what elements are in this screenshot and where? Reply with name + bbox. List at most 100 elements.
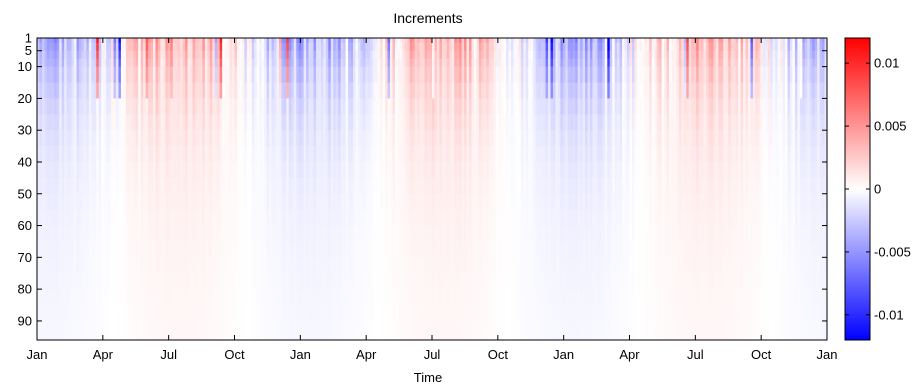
heat-cell xyxy=(249,225,253,242)
heat-cell xyxy=(333,305,337,322)
heat-cell xyxy=(241,130,245,147)
heat-cell xyxy=(320,42,324,52)
heat-cell xyxy=(402,130,406,147)
heat-cell xyxy=(108,161,112,179)
heat-cell xyxy=(88,58,92,67)
heat-cell xyxy=(227,114,230,131)
heat-cell xyxy=(607,209,611,226)
heat-cell xyxy=(318,209,322,226)
heat-cell xyxy=(281,50,285,60)
heat-cell xyxy=(597,257,601,274)
heat-cell xyxy=(345,257,349,274)
heat-cell xyxy=(397,289,401,306)
heat-cell xyxy=(461,209,465,226)
heat-cell xyxy=(417,241,421,258)
heat-cell xyxy=(69,42,72,52)
heat-cell xyxy=(214,209,218,226)
heat-cell xyxy=(135,58,139,67)
heat-cell xyxy=(118,177,122,195)
heat-cell xyxy=(533,58,537,67)
heat-cell xyxy=(155,209,159,226)
heat-cell xyxy=(143,320,146,341)
heat-cell xyxy=(471,58,475,67)
heat-cell xyxy=(348,193,351,211)
heat-cell xyxy=(276,146,280,163)
heat-cell xyxy=(350,82,354,99)
heat-cell xyxy=(78,50,82,60)
heat-cell xyxy=(86,98,90,115)
heat-cell xyxy=(256,66,260,83)
heat-cell xyxy=(111,114,114,131)
heat-cell xyxy=(103,193,107,211)
heat-cell xyxy=(44,58,48,67)
heat-cell xyxy=(81,130,85,147)
heat-cell xyxy=(619,320,623,341)
heat-cell xyxy=(51,320,55,341)
heat-cell xyxy=(239,58,243,67)
heat-cell xyxy=(143,241,146,258)
heat-cell xyxy=(278,58,282,67)
heat-cell xyxy=(394,130,398,147)
heat-cell xyxy=(39,130,43,147)
heat-cell xyxy=(614,130,618,147)
heat-cell xyxy=(177,161,181,179)
heat-cell xyxy=(202,241,206,258)
heat-cell xyxy=(370,209,374,226)
heat-cell xyxy=(572,98,576,115)
heat-cell xyxy=(404,257,408,274)
heat-cell xyxy=(459,225,462,242)
heat-cell xyxy=(459,257,462,274)
heat-cell xyxy=(518,42,522,52)
heat-cell xyxy=(377,146,381,163)
heat-cell xyxy=(434,257,438,274)
heat-cell xyxy=(370,320,374,341)
heat-cell xyxy=(382,58,386,67)
heat-cell xyxy=(98,241,102,258)
heat-cell xyxy=(424,38,428,44)
heat-cell xyxy=(175,161,179,179)
heat-cell xyxy=(150,50,154,60)
heat-cell xyxy=(157,161,161,179)
heat-cell xyxy=(320,289,324,306)
heat-cell xyxy=(493,114,497,131)
heat-cell xyxy=(533,42,537,52)
heat-cell xyxy=(306,114,309,131)
heat-cell xyxy=(444,161,448,179)
heat-cell xyxy=(264,50,267,60)
heat-cell xyxy=(407,130,411,147)
heat-cell xyxy=(172,225,176,242)
heat-cell xyxy=(49,177,53,195)
heat-cell xyxy=(390,130,393,147)
heat-cell xyxy=(61,225,65,242)
heat-cell xyxy=(385,320,388,341)
heat-cell xyxy=(387,209,391,226)
heat-cell xyxy=(340,58,344,67)
heat-cell xyxy=(69,114,72,131)
heat-cell xyxy=(609,58,613,67)
heat-cell xyxy=(441,209,445,226)
heat-cell xyxy=(481,130,485,147)
heat-cell xyxy=(313,305,317,322)
heat-cell xyxy=(236,193,240,211)
heat-cell xyxy=(278,241,282,258)
heat-cell xyxy=(350,225,354,242)
heat-cell xyxy=(125,130,129,147)
heat-cell xyxy=(180,273,184,290)
heat-cell xyxy=(291,50,295,60)
heat-cell xyxy=(456,193,460,211)
heat-cell xyxy=(402,209,406,226)
heat-cell xyxy=(39,50,43,60)
heat-cell xyxy=(44,209,48,226)
heat-cell xyxy=(133,289,137,306)
heat-cell xyxy=(148,320,151,341)
heat-cell xyxy=(392,38,396,44)
heat-cell xyxy=(619,82,623,99)
heat-cell xyxy=(197,82,201,99)
heat-cell xyxy=(209,305,213,322)
heat-cell xyxy=(345,38,349,44)
heat-cell xyxy=(303,257,307,274)
heat-cell xyxy=(557,98,561,115)
heat-cell xyxy=(357,66,361,83)
heat-cell xyxy=(93,273,97,290)
heat-cell xyxy=(49,225,53,242)
